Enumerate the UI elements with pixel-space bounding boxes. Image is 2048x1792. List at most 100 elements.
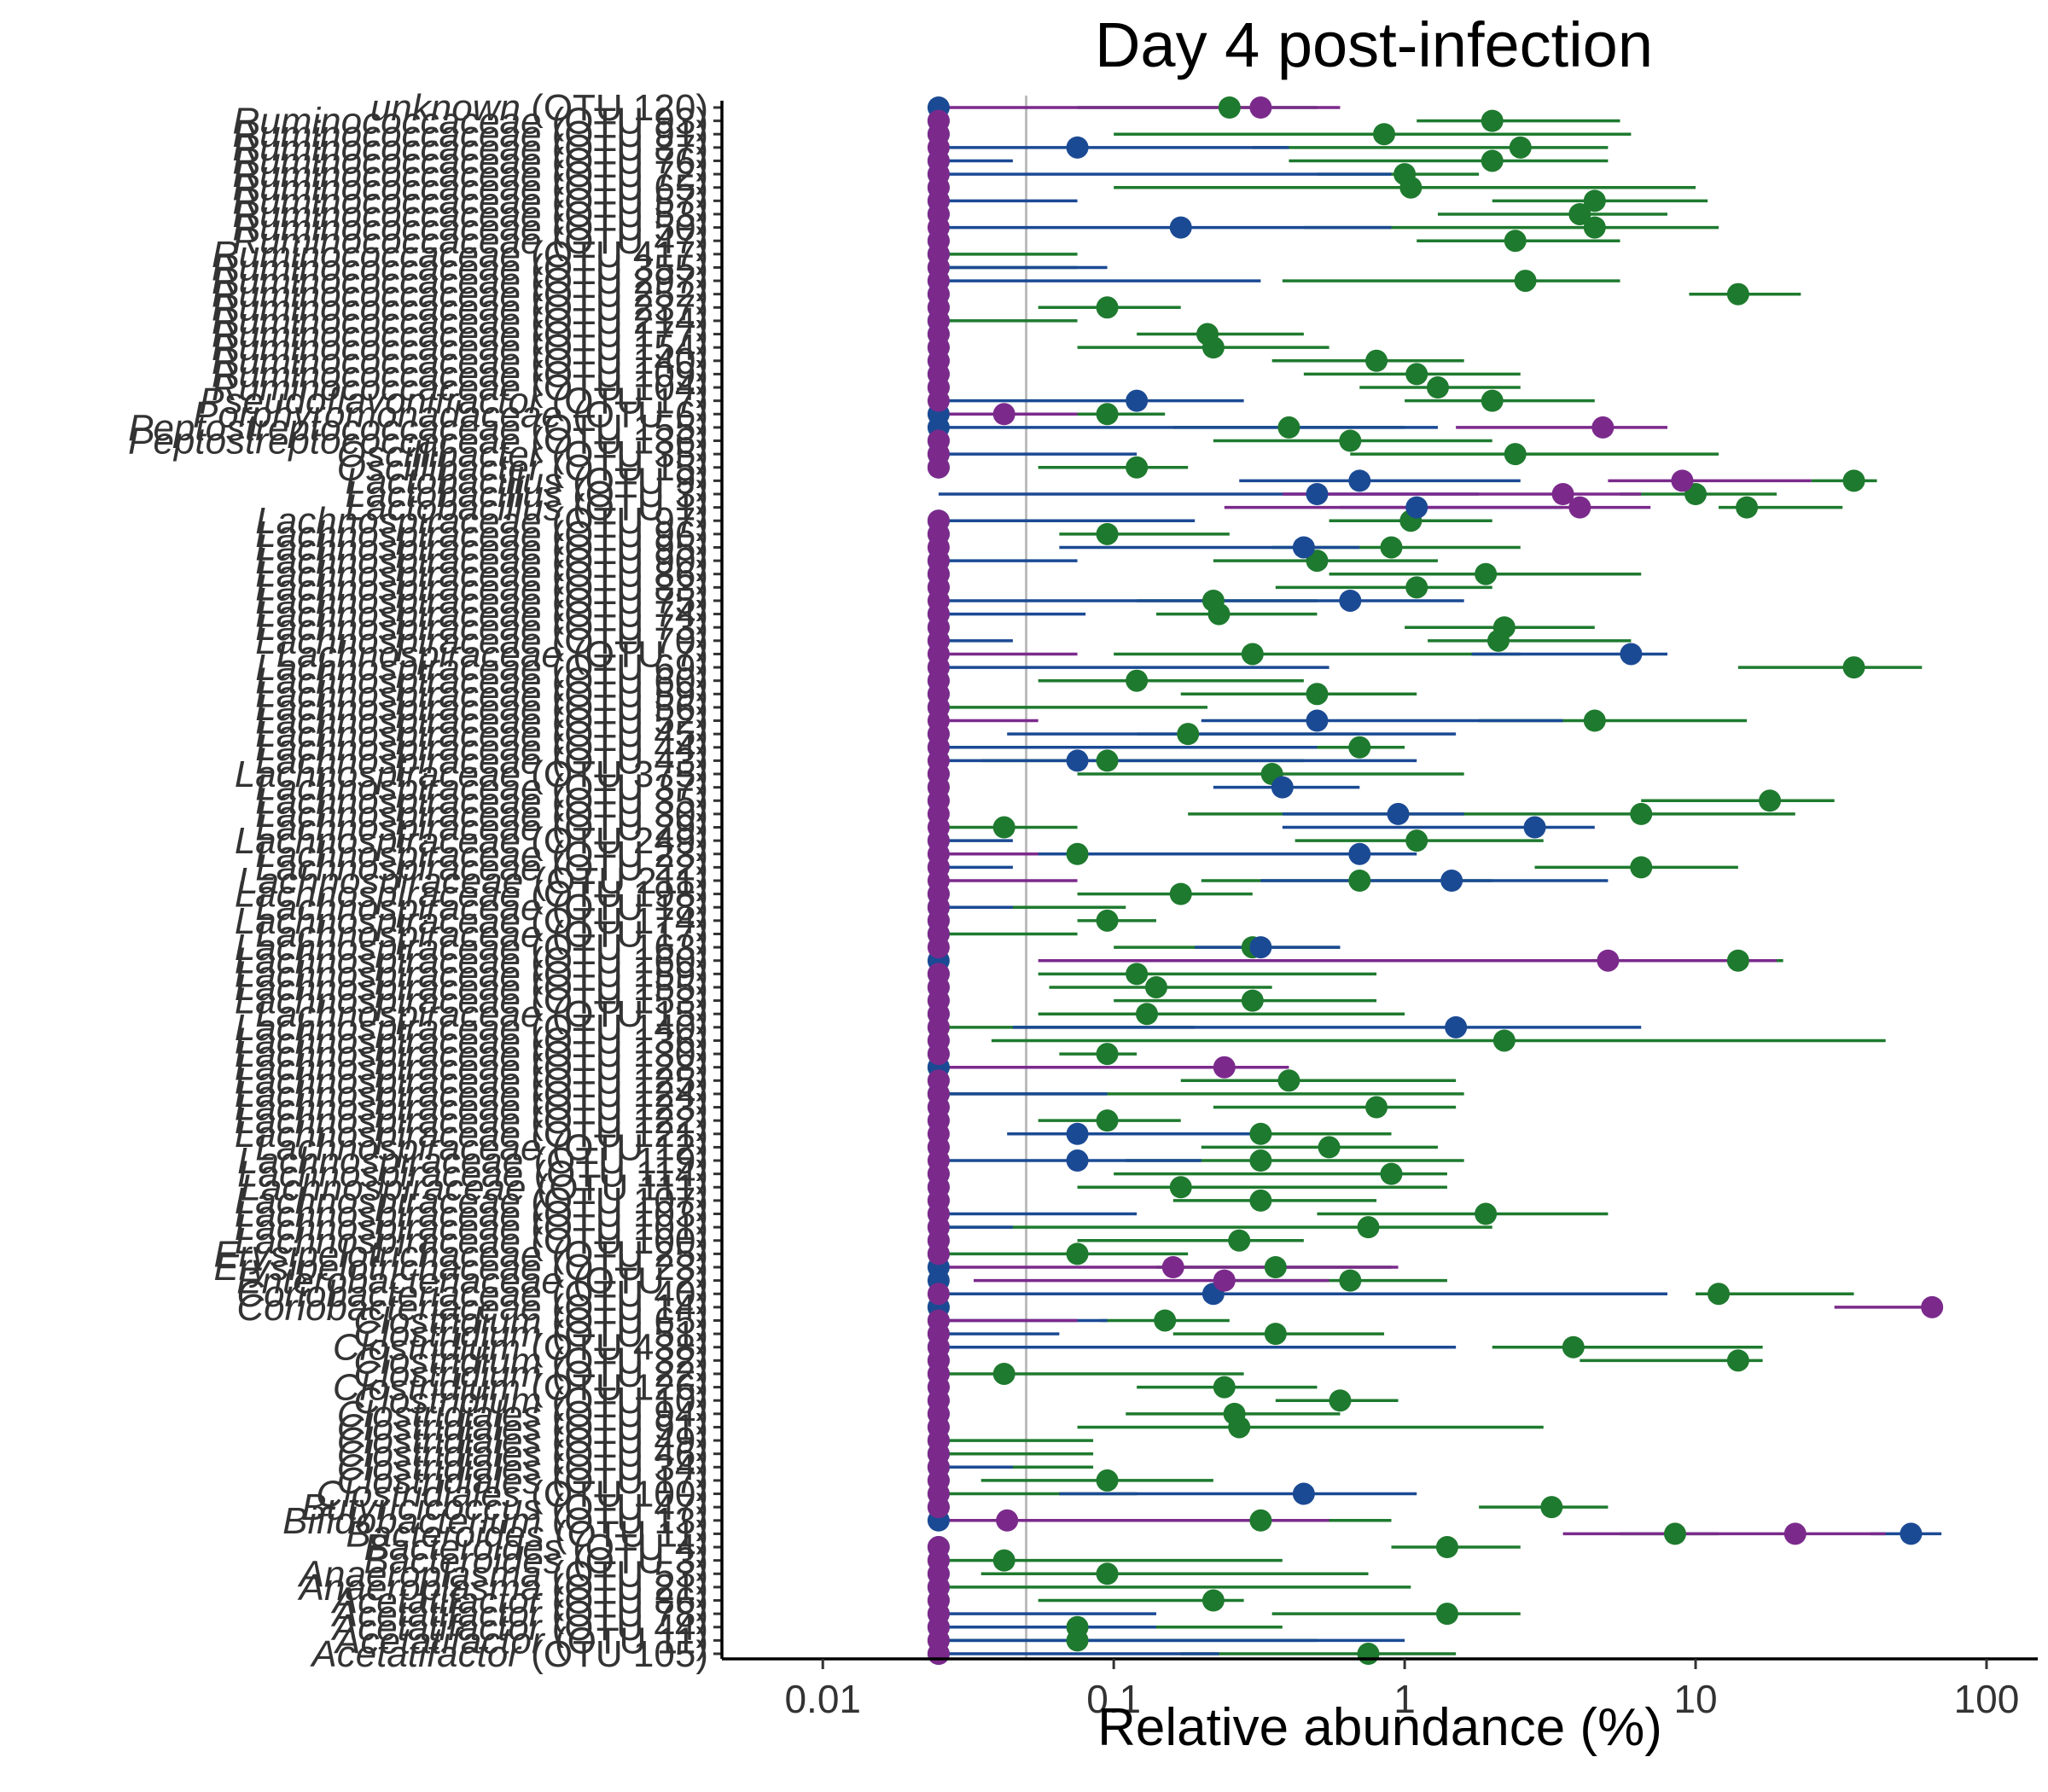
y-tick-label: Lachnospiraceae (OTU 18) [255, 887, 708, 928]
y-tick-label-otu: (OTU 35) [541, 433, 708, 475]
green-point [1568, 202, 1591, 225]
green-point [1583, 709, 1606, 732]
y-tick-label: Bacteroides (OTU 11) [346, 1513, 708, 1555]
y-tick-label: Peptostreptococcaceae (OTU 155) [128, 407, 708, 449]
y-tick-label-otu: (OTU 23) [541, 1247, 708, 1289]
y-tick-label: Lachnospiraceae (OTU 70) [255, 620, 708, 662]
y-tick-label-taxon: Clostridium [333, 1327, 521, 1369]
purple-point [1568, 496, 1591, 519]
y-tick-label-taxon: Ruminococcaceae [212, 300, 521, 342]
y-tick-label-taxon: Ruminococcaceae [232, 140, 541, 182]
y-tick-label-otu: (OTU 91) [541, 1406, 708, 1448]
y-tick-label: Clostridium (OTU 126) [333, 1367, 708, 1409]
y-tick-label: Lachnospiraceae (OTU 140) [235, 1007, 708, 1049]
green-point [1373, 123, 1396, 146]
y-tick-label: Lachnospiraceae (OTU 52) [255, 701, 708, 742]
y-tick-label: Lachnospiraceae (OTU 160) [235, 940, 708, 982]
y-tick-label: Lachnospiraceae (OTU 125) [235, 1060, 708, 1102]
y-tick-label: Lactobacillus (OTU 1) [346, 487, 708, 529]
y-tick-label: Ruminococcaceae (OTU 47) [232, 220, 708, 262]
green-point [1380, 536, 1403, 559]
green-point [1249, 1122, 1272, 1145]
y-tick-label-taxon: Lachnospiraceae [255, 713, 541, 755]
green-point [1663, 1522, 1686, 1545]
y-tick-label: Anaeroplasma (OTU 53) [297, 1553, 708, 1595]
y-tick-label-otu: (OTU 75) [541, 580, 708, 622]
y-tick-label: Lachnospiraceae (OTU 22) [255, 847, 708, 888]
y-tick-label-taxon: Lachnospiraceae [235, 1207, 521, 1248]
y-tick-label-otu: (OTU 78) [541, 1593, 708, 1635]
y-tick-label: Lachnospiraceae (OTU 119) [237, 1140, 708, 1182]
y-tick-label-otu: (OTU 375) [521, 753, 708, 795]
y-tick-label-otu: (OTU 21) [541, 1567, 708, 1609]
y-tick-label-otu: (OTU 237) [521, 287, 708, 329]
y-tick-label-otu: (OTU 140) [521, 1007, 708, 1049]
green-point [1562, 1335, 1585, 1359]
y-tick-label-otu: (OTU 74) [541, 594, 708, 636]
x-tick-label: 0.01 [784, 1677, 861, 1721]
green-point [1306, 683, 1329, 706]
green-point [1504, 230, 1527, 253]
y-tick-label-otu: (OTU 1) [562, 487, 708, 529]
green-point [1405, 363, 1428, 386]
blue-point [1066, 136, 1089, 159]
green-point [1475, 562, 1498, 585]
y-tick-label-otu: (OTU 50) [541, 207, 708, 249]
green-point [1405, 829, 1428, 852]
y-tick-label: Butyricicoccus (OTU 47) [301, 1487, 708, 1528]
y-tick-label-taxon: Lachnospiraceae [240, 1167, 526, 1208]
y-tick-label: Lachnospiraceae (OTU 95) [255, 527, 708, 568]
y-tick-label: Acetatifactor (OTU 11) [333, 1620, 708, 1661]
y-tick-label-taxon: Lachnospiraceae [235, 900, 521, 942]
y-tick-label-otu: (OTU 123) [521, 1087, 708, 1129]
y-tick-label: Ruminococcaceae (OTU 50) [232, 207, 708, 249]
y-tick-label: Bifidobacterium (OTU 13) [282, 1500, 708, 1542]
y-tick-label-otu: (OTU 25) [541, 1233, 708, 1275]
y-tick-label: Lachnospiraceae (OTU 159) [235, 953, 708, 995]
y-tick-label: Lachnospiraceae (OTU 130) [235, 1033, 708, 1075]
y-tick-label-otu: (OTU 3) [562, 474, 708, 515]
y-tick-label-taxon: Clostridiales [316, 1474, 521, 1516]
y-tick-label-otu: (OTU 94) [541, 1393, 708, 1435]
y-tick-label: Acetatifactor (OTU 105) [309, 1633, 708, 1675]
green-point [1096, 296, 1119, 319]
y-tick-label: Clostridium (OTU 51) [353, 1313, 708, 1355]
y-tick-label: Ruminococcaceae (OTU 57) [232, 180, 708, 222]
y-tick-label-otu: (OTU 43) [541, 740, 708, 782]
y-tick-label-taxon: Lachnospiraceae [255, 514, 541, 556]
y-tick-label-taxon: Pseudoflavonifractor [199, 381, 543, 422]
y-tick-label: Lachnospiraceae (OTU 122) [235, 1100, 708, 1142]
y-tick-label-otu: (OTU 9) [562, 460, 708, 502]
green-point [1348, 870, 1371, 892]
y-tick-label-taxon: Ruminococcaceae [232, 167, 541, 209]
y-tick-label-otu: (OTU 11) [544, 1620, 708, 1661]
y-tick-label-otu: (OTU 29) [541, 807, 708, 849]
y-axis-labels: unknown (OTU 120)Ruminococcaceae (OTU 93… [128, 87, 722, 1675]
y-tick-label-otu: (OTU 198) [521, 874, 708, 916]
y-tick-label-otu: (OTU 83) [541, 567, 708, 608]
y-tick-label-otu: (OTU 49) [541, 1420, 708, 1462]
y-tick-label-otu: (OTU 86) [541, 554, 708, 596]
y-tick-label-otu: (OTU 104) [521, 367, 708, 409]
purple-point [1921, 1295, 1944, 1318]
y-tick-label: Erysipelotrichaceae (OTU 25) [213, 1233, 708, 1275]
y-tick-label: Lachnospiraceae (OTU 96) [255, 514, 708, 556]
green-point [1201, 336, 1225, 359]
green-point [1241, 989, 1264, 1012]
y-tick-label: Lachnospiraceae (OTU 100) [235, 1220, 708, 1262]
green-point [1126, 456, 1149, 479]
y-tick-label-taxon: Lachnospiraceae [255, 847, 541, 888]
blue-point [1066, 749, 1089, 772]
x-tick-label: 100 [1954, 1677, 2020, 1721]
y-tick-label-taxon: Lachnospiraceae [255, 887, 541, 928]
y-tick-label-otu: (OTU 100) [521, 1474, 708, 1516]
y-tick-label-otu: (OTU 95) [541, 527, 708, 568]
y-tick-label-taxon: Lachnospiraceae [235, 1194, 521, 1236]
y-tick-label-otu: (OTU 130) [521, 1033, 708, 1075]
y-tick-label: Lachnospiraceae (OTU 90) [255, 540, 708, 582]
green-point [1241, 643, 1264, 666]
y-tick-label: Clostridiales (OTU 94) [337, 1393, 708, 1435]
y-tick-label-otu: (OTU 174) [521, 900, 708, 942]
y-tick-label-otu: (OTU 109) [521, 353, 708, 395]
